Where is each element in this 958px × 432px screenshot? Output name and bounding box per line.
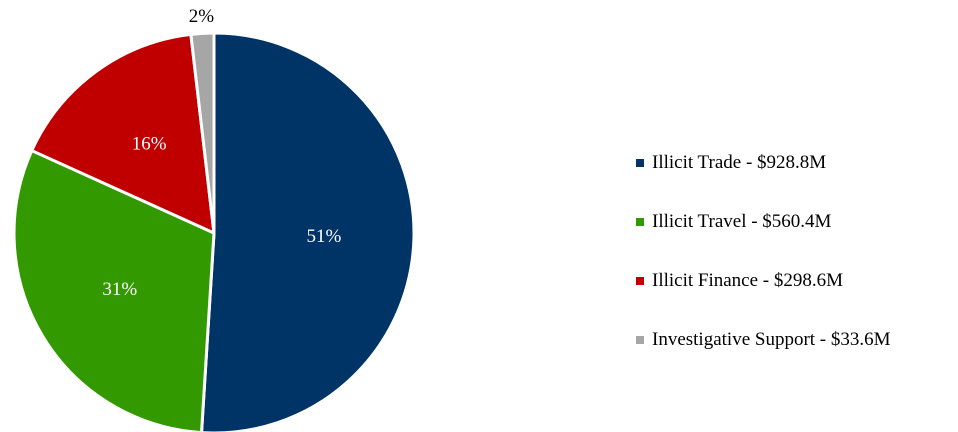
legend: Illicit Trade - $928.8M Illicit Travel - …	[636, 150, 891, 386]
legend-label-2: Illicit Finance - $298.6M	[652, 270, 844, 291]
legend-item-2: Illicit Finance - $298.6M	[636, 268, 891, 294]
legend-item-1: Illicit Travel - $560.4M	[636, 209, 891, 235]
legend-label-3: Investigative Support - $33.6M	[652, 329, 891, 350]
legend-item-3: Investigative Support - $33.6M	[636, 327, 891, 353]
legend-swatch-3	[636, 336, 644, 344]
legend-swatch-1	[636, 218, 644, 226]
pie-slice-label-3: 2%	[189, 6, 215, 27]
pie-slice-label-2: 16%	[132, 134, 167, 155]
pie-slice-0	[200, 31, 416, 432]
legend-label-0: Illicit Trade - $928.8M	[652, 152, 827, 173]
pie-slice-3	[189, 31, 216, 235]
legend-swatch-2	[636, 277, 644, 285]
pie-slice-labels: 51% 31% 16% 2%	[102, 6, 341, 300]
legend-item-0: Illicit Trade - $928.8M	[636, 150, 891, 176]
pie-slice-2	[30, 32, 216, 235]
pie-slice-label-0: 51%	[307, 226, 342, 247]
legend-label-1: Illicit Travel - $560.4M	[652, 211, 832, 232]
pie-slice-1	[12, 149, 216, 432]
legend-swatch-0	[636, 159, 644, 167]
pie-slices	[12, 31, 416, 432]
pie-slice-label-1: 31%	[102, 279, 137, 300]
